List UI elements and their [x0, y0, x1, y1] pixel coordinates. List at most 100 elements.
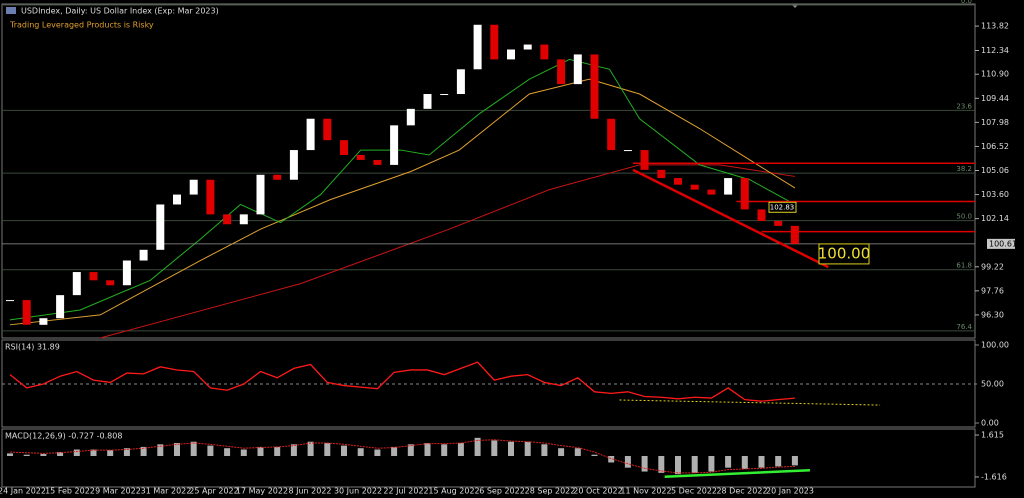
macd-bar — [791, 455, 798, 466]
candle — [423, 94, 432, 109]
candle — [523, 44, 532, 50]
rsi-tick-label: 100.00 — [981, 340, 1009, 349]
macd-bar — [691, 455, 698, 473]
candle — [390, 125, 399, 165]
y-tick-label: 103.60 — [981, 190, 1009, 199]
candle — [106, 280, 115, 286]
macd-bar — [574, 448, 581, 456]
candle — [707, 189, 716, 195]
candle — [122, 260, 131, 286]
macd-bar — [40, 454, 47, 456]
macd-bar — [324, 443, 331, 456]
rsi-line — [9, 361, 795, 402]
candle — [757, 209, 766, 221]
rsi-panel — [1, 339, 976, 428]
candle — [39, 318, 48, 325]
y-tick-label: 110.90 — [981, 70, 1009, 79]
x-tick-label: 20 Oct 2022 — [573, 487, 622, 496]
fib-label: 61.8 — [956, 262, 972, 270]
candle — [139, 249, 148, 261]
macd-bar — [524, 441, 531, 456]
candle — [490, 24, 499, 60]
macd-bar — [224, 448, 231, 456]
candle — [89, 272, 98, 281]
macd-bar — [491, 440, 498, 456]
candle — [573, 54, 582, 85]
candle — [724, 178, 733, 195]
candle — [189, 179, 198, 195]
fib-label: 76.4 — [956, 323, 972, 331]
x-tick-label: 24 Jan 2022 — [0, 487, 46, 496]
candle — [507, 49, 515, 60]
macd-bar — [157, 444, 164, 456]
candle — [607, 118, 616, 151]
y-tick-label: 102.14 — [981, 214, 1009, 223]
macd-bar — [207, 445, 214, 456]
candle — [623, 150, 632, 152]
macd-bar — [608, 455, 615, 463]
candle — [640, 150, 649, 170]
y-tick-label: 105.06 — [981, 166, 1009, 175]
x-tick-label: 15 Aug 2022 — [428, 487, 479, 496]
rsi-trend — [619, 399, 881, 406]
candle — [223, 214, 232, 225]
fib-label: 0.0 — [961, 0, 972, 5]
candle — [473, 24, 482, 70]
moving-average — [9, 78, 796, 326]
candle — [790, 225, 799, 244]
candle — [256, 174, 265, 215]
y-tick-label: 113.82 — [981, 22, 1009, 31]
macd-bar — [675, 455, 681, 475]
candle — [774, 220, 783, 226]
macd-panel — [1, 428, 976, 488]
macd-bar — [725, 455, 732, 468]
candle — [740, 178, 749, 210]
macd-bar — [307, 441, 314, 456]
x-tick-label: 9 Mar 2022 — [95, 487, 141, 496]
macd-bar — [641, 455, 648, 472]
trendline — [632, 168, 829, 269]
macd-tick-label: -1.616 — [981, 472, 1007, 481]
candle — [323, 118, 332, 141]
target-box — [818, 243, 870, 265]
candle — [206, 179, 215, 215]
macd-bar — [775, 455, 782, 467]
x-tick-label: 31 Mar 2022 — [141, 487, 192, 496]
macd-bar — [274, 446, 281, 456]
macd-bar — [407, 444, 414, 456]
macd-bar — [391, 446, 398, 456]
macd-bar — [57, 452, 64, 456]
macd-bar — [508, 441, 514, 456]
candle — [6, 300, 14, 302]
macd-bar — [341, 445, 347, 456]
macd-bar — [23, 454, 30, 456]
price-marker-label: 102.83 — [770, 203, 795, 211]
candle — [690, 184, 699, 190]
macd-bar — [257, 446, 264, 456]
macd-bar — [558, 448, 565, 456]
price-marker-box — [768, 201, 797, 213]
candle — [406, 108, 415, 126]
last-price-box — [987, 238, 1015, 249]
candle — [340, 140, 348, 156]
candle — [657, 169, 666, 179]
candle — [306, 118, 315, 151]
macd-bar — [624, 455, 631, 468]
candle — [273, 174, 282, 180]
macd-bar — [290, 444, 297, 456]
chart-title: USDIndex, Daily: US Dollar Index (Exp: M… — [21, 7, 219, 16]
x-tick-label: 17 May 2022 — [236, 487, 288, 496]
chart-subtitle: Trading Leveraged Products is Risky — [9, 21, 154, 30]
candle — [373, 159, 382, 165]
macd-bar — [374, 449, 381, 456]
y-tick-label: 107.98 — [981, 118, 1009, 127]
candle — [72, 272, 81, 296]
macd-bar — [591, 454, 598, 456]
candle — [289, 150, 298, 180]
fib-label: 38.2 — [956, 165, 972, 173]
macd-bar — [441, 444, 448, 456]
fib-label: 23.6 — [956, 102, 972, 110]
candle — [22, 300, 31, 325]
macd-bar — [73, 449, 80, 456]
